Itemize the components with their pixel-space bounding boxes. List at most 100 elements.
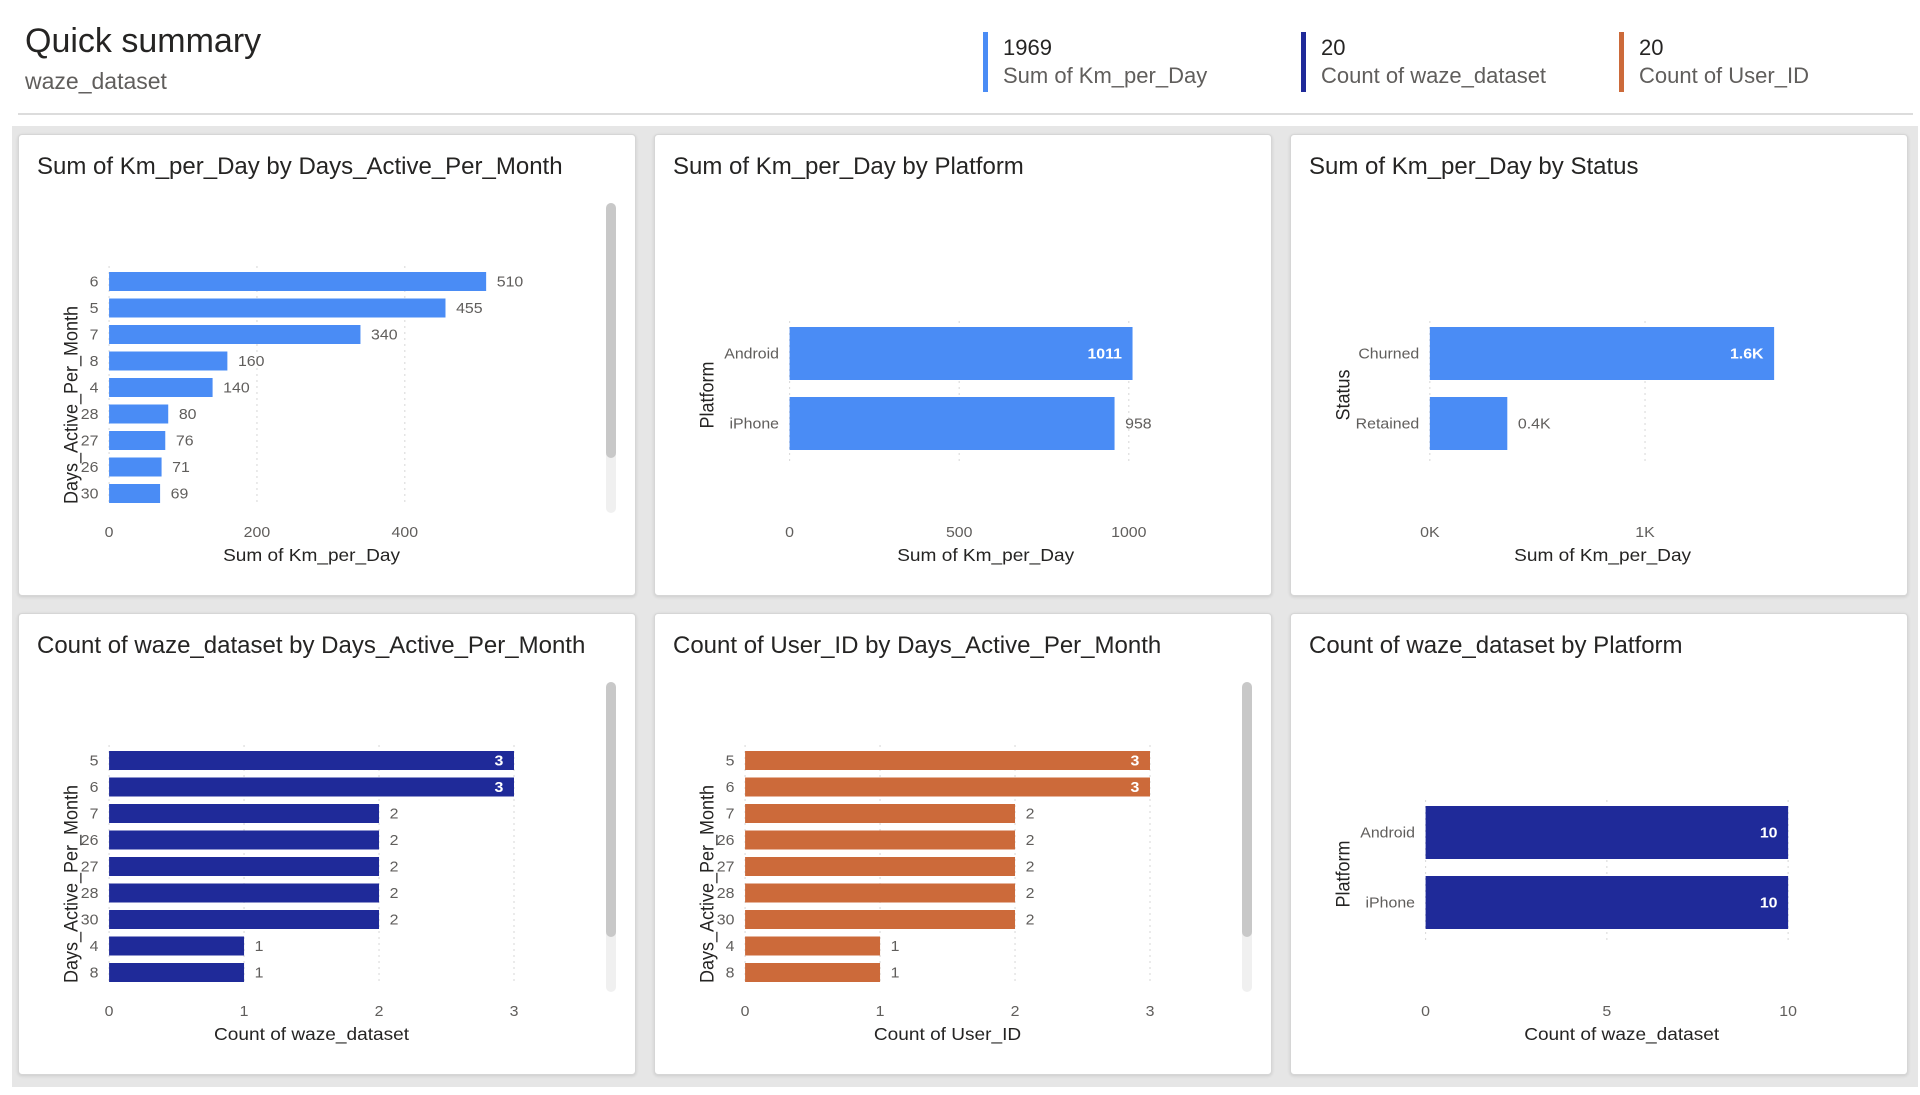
bar [109, 484, 161, 503]
y-tick-label: 27 [81, 859, 99, 875]
chart-card-user-id-by-days-active[interactable]: Count of User_ID by Days_Active_Per_Mont… [654, 613, 1272, 1075]
data-label: 80 [179, 406, 197, 422]
x-tick-label: 0 [105, 1003, 114, 1019]
bar-chart-count-by-days-active: 0 1 2 3 5 3 6 3 7 2 26 2 27 2 28 2 30 2 4 1 8 1 Count of waze_… [60, 745, 519, 1045]
y-tick-label: 27 [81, 433, 99, 449]
x-tick-label: 5 [1602, 1003, 1611, 1019]
chart-title: Count of waze_dataset by Days_Active_Per… [37, 632, 586, 659]
bar [109, 830, 380, 850]
kpi-value: 20 [1321, 35, 1346, 60]
chart-scrollbar[interactable] [606, 203, 616, 513]
chart-card-km-by-status[interactable]: Sum of Km_per_Day by Status 0K 1K Churned 1… [1290, 134, 1908, 596]
bar [109, 777, 515, 797]
x-axis-title: Sum of Km_per_Day [1514, 545, 1692, 566]
bar [1425, 876, 1789, 929]
data-label: 1 [891, 965, 900, 981]
x-axis-title: Sum of Km_per_Day [897, 545, 1075, 566]
data-label: 2 [390, 859, 399, 875]
bar-chart-km-by-platform: 0 500 1000 Android 1011 iPhone 958 Sum of Km_pe… [696, 321, 1152, 566]
y-axis-title: Days_Active_Per_Month [60, 785, 83, 983]
y-tick-label: 28 [81, 885, 99, 901]
y-axis-title: Status [1332, 370, 1354, 421]
page-title: Quick summary [25, 22, 262, 60]
y-tick-label: 30 [81, 912, 99, 928]
bar [1425, 806, 1789, 859]
kpi-value: 20 [1639, 35, 1664, 60]
bar-chart-km-by-status: 0K 1K Churned 1.6K Retained 0.4K Sum of Km_per… [1332, 321, 1775, 566]
data-label: 3 [1131, 779, 1140, 795]
y-tick-label: 8 [90, 353, 99, 369]
y-tick-label: 4 [90, 938, 99, 954]
x-tick-label: 3 [510, 1003, 519, 1019]
bar [109, 298, 446, 318]
kpi-label: Sum of Km_per_Day [1003, 63, 1208, 88]
bar [745, 830, 1016, 850]
x-tick-label: 0 [741, 1003, 750, 1019]
header-divider [18, 113, 1913, 115]
y-tick-label: 6 [726, 779, 735, 795]
kpi-card-count-waze-dataset[interactable]: 20 Count of waze_dataset [1301, 32, 1546, 92]
scrollbar-thumb[interactable] [606, 203, 616, 458]
x-tick-label: 2 [1011, 1003, 1020, 1019]
chart-card-km-by-platform[interactable]: Sum of Km_per_Day by Platform 0 500 1000 An… [654, 134, 1272, 596]
x-tick-label: 200 [244, 524, 271, 540]
y-tick-label: 7 [90, 806, 99, 822]
y-axis-title: Platform [1332, 841, 1354, 908]
chart-card-count-by-days-active[interactable]: Count of waze_dataset by Days_Active_Per… [18, 613, 636, 1075]
x-tick-label: 3 [1146, 1003, 1155, 1019]
bar [109, 272, 487, 291]
data-label: 1 [891, 938, 900, 954]
y-tick-label: 26 [81, 832, 99, 848]
data-label: 3 [495, 779, 504, 795]
data-label: 1 [255, 965, 264, 981]
data-label: 2 [390, 806, 399, 822]
y-axis-title: Days_Active_Per_Month [696, 785, 719, 983]
bar [745, 910, 1016, 929]
bar [745, 857, 1016, 876]
bar [109, 325, 361, 344]
x-tick-label: 400 [392, 524, 419, 540]
chart-scrollbar[interactable] [606, 682, 616, 992]
chart-card-count-by-platform[interactable]: Count of waze_dataset by Platform 0 5 10 An… [1290, 613, 1908, 1075]
y-tick-label: 5 [90, 753, 99, 769]
bar [789, 397, 1115, 450]
data-label: 69 [171, 486, 189, 502]
x-tick-label: 500 [946, 524, 973, 540]
kpi-label: Count of User_ID [1639, 63, 1809, 88]
kpi-value: 1969 [1003, 35, 1052, 60]
kpi-card-km-per-day[interactable]: 1969 Sum of Km_per_Day [983, 32, 1207, 92]
data-label: 71 [172, 459, 190, 475]
chart-scrollbar[interactable] [1242, 682, 1252, 992]
y-tick-label: iPhone [1366, 895, 1415, 911]
data-label: 0.4K [1518, 416, 1551, 432]
plot-area: 0 5 10 Android 10 iPhone 10 Count of waze_datas… [1332, 800, 1797, 1045]
data-label: 10 [1760, 825, 1778, 841]
data-label: 2 [1026, 859, 1035, 875]
y-tick-label: 6 [90, 779, 99, 795]
x-axis-title: Count of User_ID [874, 1024, 1021, 1045]
bar-chart-user-id-by-days-active: 0 1 2 3 5 3 6 3 7 2 26 2 27 2 28 2 30 2 4 1 8 1 Count of User_… [696, 745, 1155, 1045]
data-label: 340 [371, 327, 398, 343]
y-tick-label: 7 [90, 327, 99, 343]
x-axis-title: Count of waze_dataset [214, 1024, 410, 1045]
plot-area: 0 1 2 3 5 3 6 3 7 2 26 2 27 2 28 2 30 2 4 1 8 1 Count of waze_… [60, 745, 519, 1045]
y-axis-title: Platform [696, 362, 718, 429]
kpi-card-count-user-id[interactable]: 20 Count of User_ID [1619, 32, 1809, 92]
chart-title: Sum of Km_per_Day by Platform [673, 153, 1024, 180]
scrollbar-thumb[interactable] [606, 682, 616, 937]
chart-card-km-by-days-active[interactable]: Sum of Km_per_Day by Days_Active_Per_Mon… [18, 134, 636, 596]
plot-area: 0 200 400 6 510 5 455 7 340 8 160 4 140 28 80 27 76 26 71 3… [60, 266, 523, 566]
x-tick-label: 0 [1421, 1003, 1430, 1019]
scrollbar-thumb[interactable] [1242, 682, 1252, 937]
data-label: 2 [1026, 806, 1035, 822]
bar [109, 883, 380, 903]
bar-chart-count-by-platform: 0 5 10 Android 10 iPhone 10 Count of waze_datas… [1332, 800, 1797, 1045]
data-label: 3 [495, 753, 504, 769]
x-tick-label: 0 [785, 524, 794, 540]
bar [109, 910, 380, 929]
bar [745, 777, 1150, 797]
y-tick-label: 30 [717, 912, 735, 928]
bar [109, 936, 245, 956]
bar [745, 963, 881, 982]
x-tick-label: 10 [1779, 1003, 1797, 1019]
